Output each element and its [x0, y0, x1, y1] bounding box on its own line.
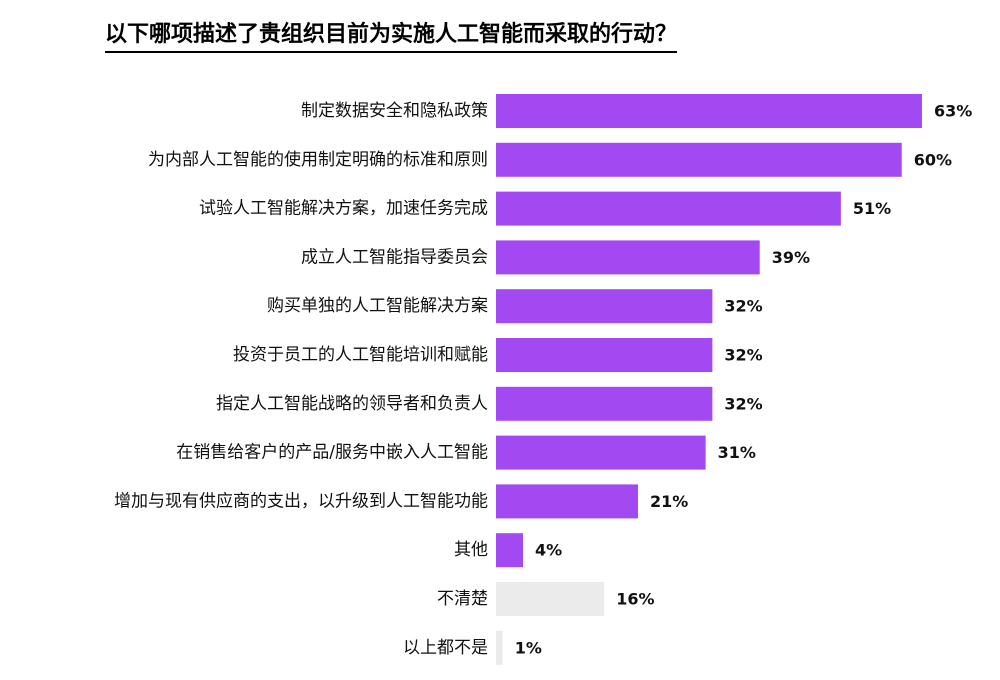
bar-9 — [496, 533, 524, 568]
value-label-5: 32% — [724, 346, 762, 365]
category-label-3: 成立人工智能指导委员会 — [301, 247, 488, 267]
category-label-8: 增加与现有供应商的支出，以升级到人工智能功能 — [114, 491, 488, 511]
bar-4 — [496, 289, 713, 324]
category-label-7: 在销售给客户的产品/服务中嵌入人工智能 — [176, 443, 488, 463]
value-label-7: 31% — [718, 443, 756, 462]
value-label-0: 63% — [934, 102, 972, 121]
bar-3 — [496, 240, 760, 275]
bar-2 — [496, 191, 841, 226]
bar-10 — [496, 582, 605, 616]
bar-8 — [496, 484, 638, 519]
value-label-2: 51% — [853, 199, 891, 218]
category-label-2: 试验人工智能解决方案，加速任务完成 — [199, 199, 488, 219]
category-label-4: 购买单独的人工智能解决方案 — [267, 296, 488, 316]
value-label-8: 21% — [650, 492, 688, 511]
category-label-11: 以上都不是 — [403, 638, 488, 658]
value-label-3: 39% — [772, 248, 810, 267]
bar-7 — [496, 435, 706, 470]
category-label-1: 为内部人工智能的使用制定明确的标准和原则 — [148, 149, 488, 170]
category-label-0: 制定数据安全和隐私政策 — [301, 101, 488, 121]
value-label-4: 32% — [724, 297, 762, 316]
bar-6 — [496, 386, 713, 421]
category-label-5: 投资于员工的人工智能培训和赋能 — [233, 345, 488, 365]
bar-0 — [496, 94, 922, 128]
value-label-1: 60% — [914, 150, 952, 169]
value-label-9: 4% — [535, 541, 562, 560]
category-label-6: 指定人工智能战略的领导者和负责人 — [216, 394, 488, 414]
bar-5 — [496, 338, 713, 372]
category-label-9: 其他 — [454, 540, 488, 560]
value-label-6: 32% — [724, 394, 762, 413]
chart-title: 以下哪项描述了贵组织目前为实施人工智能而采取的行动？ — [105, 16, 678, 53]
bar-11 — [496, 630, 503, 665]
value-label-10: 16% — [616, 590, 654, 609]
category-label-10: 不清楚 — [437, 589, 488, 609]
bar-1 — [496, 142, 902, 177]
value-label-11: 1% — [515, 638, 542, 657]
